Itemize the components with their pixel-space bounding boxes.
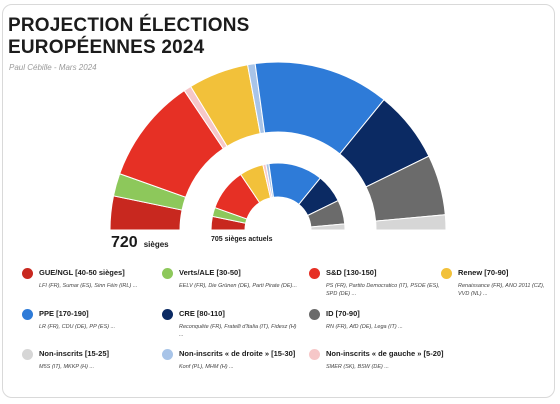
- legend-label-non-inscrits: Non-inscrits [15-25]: [39, 349, 110, 358]
- legend-members-cre: Reconquête (FR), Fratelli d'Italia (IT),…: [179, 324, 297, 338]
- legend-label-non-inscrits-gauche: Non-inscrits « de gauche » [5-20]: [326, 349, 444, 358]
- legend-dot-gue-ngl: [22, 268, 33, 279]
- total-seats-number: 720: [111, 234, 138, 251]
- legend-label-id: ID [70-90]: [326, 309, 360, 318]
- legend-label-s-d: S&D [130-150]: [326, 268, 377, 277]
- legend-dot-s-d: [309, 268, 320, 279]
- legend-members-ppe: LR (FR), CDU (DE), PP (ES) ...: [39, 324, 116, 330]
- legend-members-id: RN (FR), AfD (DE), Lega (IT) ...: [326, 324, 403, 330]
- legend-dot-id: [309, 309, 320, 320]
- total-seats-unit: sièges: [143, 240, 169, 249]
- outer-segment-non-inscrits: [375, 214, 447, 231]
- legend-dot-non-inscrits-gauche: [309, 349, 320, 360]
- legend-members-non-inscrits-gauche: SMER (SK), BSW (DE) ...: [326, 364, 389, 370]
- legend-label-renew: Renew [70-90]: [458, 268, 509, 277]
- legend-dot-cre: [162, 309, 173, 320]
- legend-members-verts-ale: EELV (FR), Die Grünen (DE), Parti Pirate…: [179, 283, 297, 289]
- legend-dot-ppe: [22, 309, 33, 320]
- inner-segment-non-inscrits: [310, 223, 346, 231]
- total-seats-label: 720 sièges: [111, 234, 169, 252]
- legend-members-non-inscrits: M5S (IT), MKKP (H) ...: [39, 364, 95, 370]
- legend-dot-verts-ale: [162, 268, 173, 279]
- chart-subtitle: Paul Cébille - Mars 2024: [9, 63, 97, 72]
- legend-members-gue-ngl: LFI (FR), Sumar (ES), Sinn Féin (IRL) ..…: [39, 283, 138, 289]
- legend-label-gue-ngl: GUE/NGL [40-50 sièges]: [39, 268, 125, 277]
- legend-dot-non-inscrits-droite: [162, 349, 173, 360]
- legend-members-s-d: PS (FR), Partito Democratico (IT), PSOE …: [326, 283, 440, 297]
- chart-title-line-1: PROJECTION ÉLECTIONS: [8, 15, 250, 36]
- legend-label-ppe: PPE [170-190]: [39, 309, 89, 318]
- legend-label-cre: CRE [80-110]: [179, 309, 225, 318]
- legend-members-renew: Renaissance (FR), ANO 2011 (CZ), VVD (NL…: [458, 283, 545, 297]
- legend-dot-renew: [441, 268, 452, 279]
- legend-label-non-inscrits-droite: Non-inscrits « de droite » [15-30]: [179, 349, 296, 358]
- current-seats-label: 705 sièges actuels: [211, 236, 273, 243]
- legend-members-non-inscrits-droite: Konf (PL), MHM (H) ...: [179, 364, 234, 370]
- legend-label-verts-ale: Verts/ALE [30-50]: [179, 268, 241, 277]
- legend-dot-non-inscrits: [22, 349, 33, 360]
- chart-title-line-2: EUROPÉENNES 2024: [8, 37, 205, 58]
